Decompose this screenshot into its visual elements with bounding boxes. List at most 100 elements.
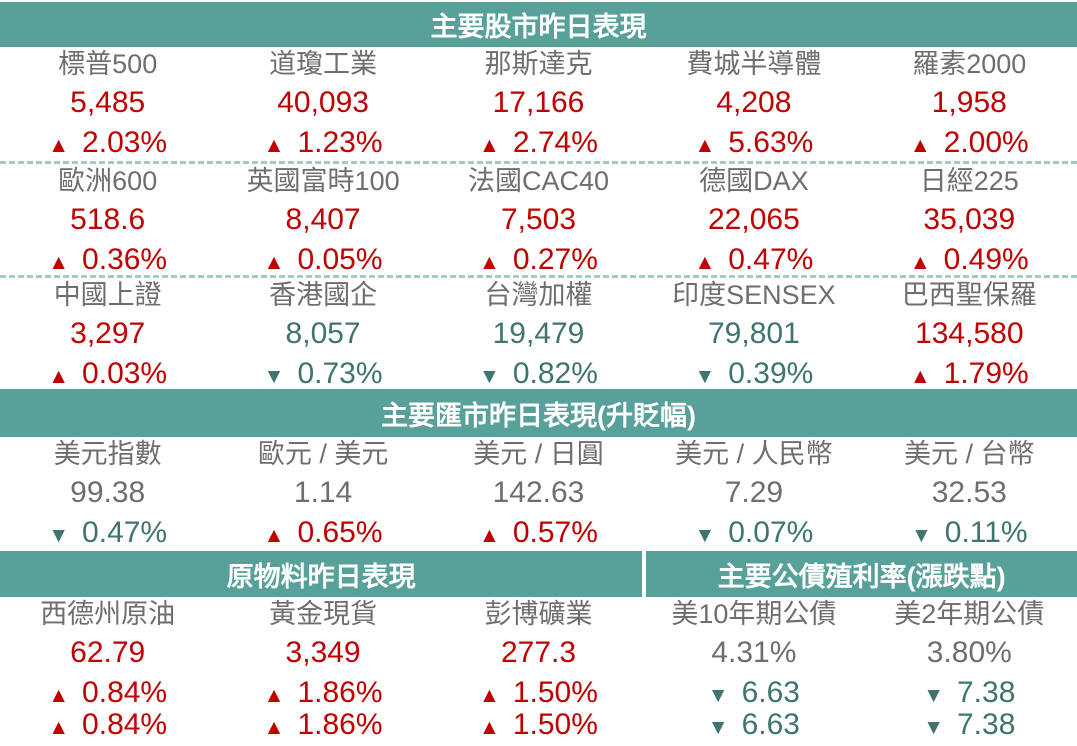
market-cell: 印度SENSEX 79,801 ▼ 0.39% bbox=[646, 278, 861, 395]
change-value: 0.65% bbox=[297, 516, 383, 549]
down-triangle-icon: ▼ bbox=[694, 524, 716, 547]
down-triangle-icon: ▼ bbox=[694, 365, 716, 388]
market-cell: 費城半導體 4,208 ▲ 5.63% bbox=[646, 47, 861, 164]
commodities-section-title: 原物料昨日表現 bbox=[226, 561, 416, 592]
down-triangle-icon: ▼ bbox=[263, 365, 285, 388]
market-name: 德國DAX bbox=[699, 166, 809, 196]
market-value: 3.80% bbox=[926, 636, 1012, 669]
market-name: 西德州原油 bbox=[40, 599, 176, 629]
change-value: 0.47% bbox=[82, 516, 168, 549]
stocks-section-title: 主要股市昨日表現 bbox=[430, 12, 647, 42]
change-value: 7.38 bbox=[956, 676, 1016, 709]
market-change-line: ▲ 1.79% bbox=[862, 356, 1077, 395]
change-value: 0.47% bbox=[728, 243, 814, 276]
change-value: 0.03% bbox=[82, 357, 168, 390]
change-value: 6.63 bbox=[741, 708, 800, 741]
fx-row: 美元指數 99.38 ▼ 0.47% 歐元 / 美元 1.14 ▲ 0.65% 美元… bbox=[0, 437, 1077, 549]
change-value: 0.27% bbox=[512, 243, 598, 276]
market-value: 8,057 bbox=[285, 317, 361, 350]
commodities-and-bonds-row: 西德州原油 62.79 ▲ 0.84% 黃金現貨 3,349 ▲ 1.86% 彭博礦… bbox=[0, 597, 1077, 709]
market-name: 美元 / 台幣 bbox=[904, 439, 1035, 469]
up-triangle-icon: ▲ bbox=[479, 251, 500, 274]
market-name: 歐元 / 美元 bbox=[257, 439, 389, 469]
market-value: 1,958 bbox=[931, 86, 1007, 119]
market-value: 142.63 bbox=[492, 476, 585, 509]
market-value: 40,093 bbox=[277, 86, 369, 119]
fx-section-title: 主要匯市昨日表現(升貶幅) bbox=[381, 400, 696, 431]
market-value: 8,407 bbox=[285, 203, 361, 236]
change-value: 6.63 bbox=[741, 676, 800, 709]
change-value: 0.36% bbox=[82, 243, 168, 276]
market-change-line: ▲ 0.47% bbox=[646, 242, 861, 281]
down-triangle-icon: ▼ bbox=[707, 684, 729, 707]
market-change-line: ▲ 0.57% bbox=[431, 515, 646, 554]
market-change-line: ▲ 2.74% bbox=[431, 125, 646, 164]
market-cell: 德國DAX 22,065 ▲ 0.47% bbox=[646, 164, 861, 281]
stocks-row-europe-japan: 歐洲600 518.6 ▲ 0.36% 英國富時100 8,407 ▲ 0.05% … bbox=[0, 161, 1077, 276]
market-value: 4.31% bbox=[711, 636, 797, 669]
market-name: 標普500 bbox=[58, 49, 158, 79]
market-name: 美2年期公債 bbox=[894, 599, 1045, 629]
market-cell: 那斯達克 17,166 ▲ 2.74% bbox=[431, 47, 646, 164]
market-cell: 英國富時100 8,407 ▲ 0.05% bbox=[215, 164, 430, 281]
market-name: 羅素2000 bbox=[912, 49, 1027, 79]
up-triangle-icon: ▲ bbox=[479, 716, 500, 739]
change-value: 7.38 bbox=[956, 708, 1016, 741]
market-value: 22,065 bbox=[708, 203, 800, 236]
market-change-line: ▼ 0.73% bbox=[215, 356, 430, 395]
market-name: 歐洲600 bbox=[58, 166, 158, 196]
market-value: 5,485 bbox=[70, 86, 146, 119]
market-change-line: ▲ 1.23% bbox=[215, 125, 430, 164]
up-triangle-icon: ▲ bbox=[48, 134, 70, 157]
up-triangle-icon: ▲ bbox=[48, 251, 70, 274]
commodities-section-header: 原物料昨日表現 bbox=[0, 551, 647, 597]
change-value: 0.84% bbox=[82, 708, 168, 741]
market-value: 277.3 bbox=[500, 636, 577, 669]
market-change-line: ▲ 0.36% bbox=[0, 242, 215, 281]
market-cell: 彭博礦業 277.3 ▲ 1.50% bbox=[431, 597, 646, 714]
change-value: 0.07% bbox=[728, 516, 814, 549]
market-change-line: ▼ 6.63 bbox=[646, 675, 861, 714]
cropped-change-line: ▲ 1.50% bbox=[431, 707, 646, 746]
market-cell: 日經225 35,039 ▲ 0.49% bbox=[862, 164, 1077, 281]
market-cell: 西德州原油 62.79 ▲ 0.84% bbox=[0, 597, 215, 714]
change-value: 1.50% bbox=[512, 708, 598, 741]
market-name: 那斯達克 bbox=[484, 49, 593, 79]
change-value: 1.79% bbox=[943, 357, 1029, 390]
cropped-change-line: ▼ 6.63 bbox=[646, 707, 861, 746]
stocks-row-asia-emerging: 中國上證 3,297 ▲ 0.03% 香港國企 8,057 ▼ 0.73% 台灣加權… bbox=[0, 275, 1077, 390]
up-triangle-icon: ▲ bbox=[694, 134, 716, 157]
fx-section-header: 主要匯市昨日表現(升貶幅) bbox=[0, 389, 1077, 437]
market-cell: 標普500 5,485 ▲ 2.03% bbox=[0, 47, 215, 164]
down-triangle-icon: ▼ bbox=[48, 524, 70, 547]
market-value: 518.6 bbox=[70, 203, 146, 236]
stocks-row-americas: 標普500 5,485 ▲ 2.03% 道瓊工業 40,093 ▲ 1.23% 那斯… bbox=[0, 47, 1077, 161]
market-change-line: ▲ 1.50% bbox=[431, 675, 646, 714]
change-value: 5.63% bbox=[728, 126, 814, 159]
market-change-line: ▲ 0.84% bbox=[0, 675, 215, 714]
market-change-line: ▲ 5.63% bbox=[646, 125, 861, 164]
market-name: 美元 / 人民幣 bbox=[675, 439, 833, 469]
market-change-line: ▼ 0.82% bbox=[431, 356, 646, 395]
market-name: 黃金現貨 bbox=[269, 599, 378, 629]
market-name: 美元 / 日圓 bbox=[473, 439, 604, 469]
bonds-section-title: 主要公債殖利率(漲跌點) bbox=[717, 561, 1006, 592]
change-value: 1.50% bbox=[512, 676, 598, 709]
change-value: 0.82% bbox=[512, 357, 598, 390]
cropped-change-line: ▼ 7.38 bbox=[862, 707, 1077, 746]
up-triangle-icon: ▲ bbox=[48, 716, 70, 739]
market-cell: 美元 / 人民幣 7.29 ▼ 0.07% bbox=[646, 437, 861, 554]
market-name: 印度SENSEX bbox=[672, 280, 836, 310]
market-change-line: ▲ 0.49% bbox=[862, 242, 1077, 281]
market-name: 法國CAC40 bbox=[467, 166, 610, 196]
bottom-section-headers: 原物料昨日表現 主要公債殖利率(漲跌點) bbox=[0, 551, 1077, 597]
market-change-line: ▲ 2.00% bbox=[862, 125, 1077, 164]
market-value: 134,580 bbox=[915, 317, 1024, 350]
up-triangle-icon: ▲ bbox=[263, 524, 285, 547]
cropped-next-line: ▲ 0.84% ▲ 1.86% ▲ 1.50% ▼ 6.63 ▼ 7.38 bbox=[0, 707, 1077, 746]
market-name: 美10年期公債 bbox=[671, 599, 837, 629]
market-cell: 香港國企 8,057 ▼ 0.73% bbox=[215, 278, 430, 395]
market-cell: 美10年期公債 4.31% ▼ 6.63 bbox=[646, 597, 861, 714]
market-change-line: ▲ 2.03% bbox=[0, 125, 215, 164]
